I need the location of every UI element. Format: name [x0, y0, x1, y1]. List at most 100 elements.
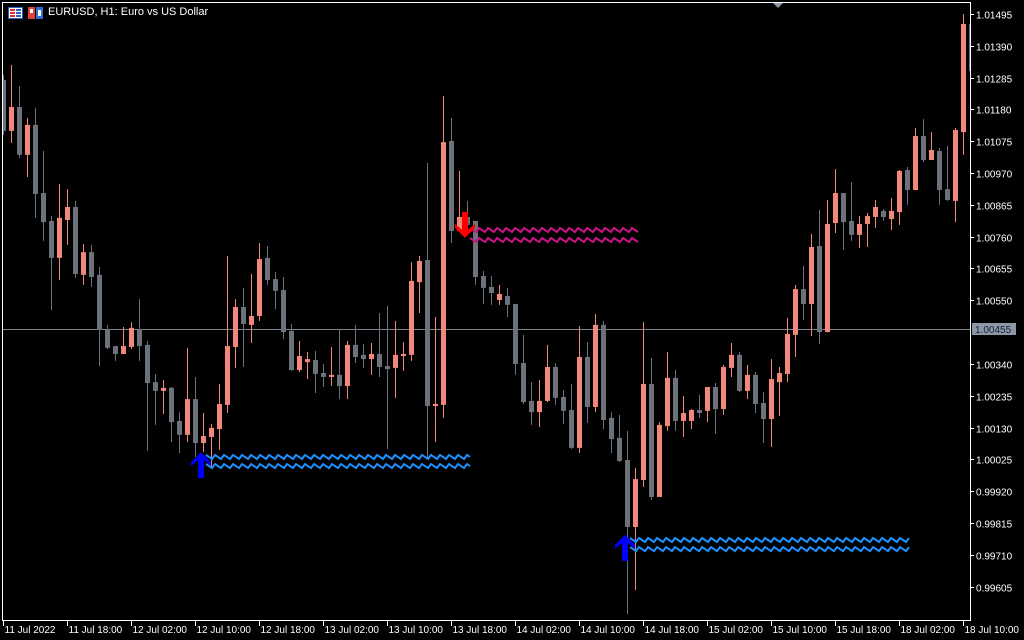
candle-body — [393, 354, 398, 368]
candle-body — [369, 353, 374, 360]
time-tick-label: 13 Jul 02:00 — [325, 625, 380, 636]
market-watch-icon[interactable] — [28, 6, 43, 19]
candle — [249, 273, 254, 344]
candle — [153, 373, 158, 425]
candle-body — [705, 386, 710, 411]
candle-body — [641, 383, 646, 480]
candle-body — [913, 136, 918, 190]
candle-body — [385, 366, 390, 370]
candle — [609, 412, 614, 454]
candle — [529, 382, 534, 425]
candle — [169, 386, 174, 443]
candle-body — [953, 130, 958, 201]
candle-body — [745, 374, 750, 391]
candle-body — [881, 210, 886, 217]
current-price-label: 1.00455 — [975, 325, 1012, 336]
candle — [945, 146, 950, 201]
candle — [545, 344, 550, 403]
candle-body — [513, 303, 518, 364]
candle-body — [9, 106, 14, 131]
candle — [953, 127, 958, 223]
candle — [577, 326, 582, 454]
candle-body — [105, 329, 110, 348]
time-tick-label: 12 Jul 18:00 — [261, 625, 316, 636]
candle-body — [857, 223, 862, 235]
candle — [697, 394, 702, 418]
candle-body — [201, 436, 206, 444]
candle — [217, 383, 222, 450]
candle-body — [897, 170, 902, 213]
price-tick-label: 1.00970 — [976, 170, 1013, 181]
candle — [97, 266, 102, 367]
price-tick-label: 1.00550 — [976, 297, 1013, 308]
candle — [553, 363, 558, 405]
time-tick-label: 18 Jul 02:00 — [901, 625, 956, 636]
candle-body — [3, 80, 6, 131]
candle — [441, 96, 446, 418]
candle — [425, 163, 430, 458]
candle-body — [113, 346, 118, 354]
candle-body — [889, 210, 894, 220]
time-tick-label: 15 Jul 02:00 — [709, 625, 764, 636]
time-tick-label: 14 Jul 10:00 — [581, 625, 636, 636]
candle-body — [713, 386, 718, 410]
candle-body — [673, 377, 678, 421]
time-tick-label: 13 Jul 18:00 — [453, 625, 508, 636]
candle-body — [809, 246, 814, 304]
candle-body — [849, 220, 854, 235]
candle-body — [273, 279, 278, 291]
price-tick-label: 0.99605 — [976, 584, 1013, 595]
candle-body — [841, 193, 846, 223]
candle — [129, 322, 134, 350]
candle — [625, 430, 630, 614]
candle — [329, 346, 334, 387]
candle — [593, 313, 598, 413]
candle — [385, 306, 390, 450]
candle — [137, 299, 142, 361]
candle — [297, 340, 302, 373]
candle — [721, 364, 726, 415]
candle — [905, 166, 910, 205]
sell-level-line — [469, 236, 639, 244]
candle-body — [65, 206, 70, 220]
candle-body — [681, 413, 686, 421]
candle-body — [345, 344, 350, 387]
candle — [377, 313, 382, 377]
price-tick-label: 1.01075 — [976, 138, 1013, 149]
candle-body — [321, 373, 326, 377]
candle — [265, 246, 270, 285]
candle-body — [17, 106, 22, 155]
candle — [537, 380, 542, 427]
candle — [881, 209, 886, 221]
candle — [857, 216, 862, 248]
candle-body — [281, 290, 286, 333]
candle-body — [665, 377, 670, 427]
candle-body — [817, 246, 822, 333]
candle-body — [49, 220, 54, 258]
candle-body — [961, 23, 966, 133]
candle — [289, 323, 294, 371]
buy-signal — [615, 534, 910, 561]
candle-body — [313, 360, 318, 374]
candle-body — [689, 410, 694, 421]
candle-body — [785, 333, 790, 374]
candle-body — [625, 460, 630, 527]
candle — [337, 329, 342, 400]
candle-body — [593, 324, 598, 407]
candle — [873, 200, 878, 228]
price-tick-label: 0.99920 — [976, 488, 1013, 499]
price-tick-label: 0.99815 — [976, 520, 1013, 531]
candle-body — [945, 189, 950, 200]
candle — [73, 200, 78, 278]
chart-list-icon[interactable] — [8, 6, 23, 19]
candle — [369, 343, 374, 375]
buy-arrow-icon — [191, 452, 211, 479]
candle — [57, 183, 62, 280]
candle-body — [449, 140, 454, 231]
candle-body — [361, 354, 366, 360]
candle — [681, 396, 686, 437]
candle-body — [873, 206, 878, 217]
candle-body — [305, 359, 310, 363]
candle — [665, 352, 670, 431]
